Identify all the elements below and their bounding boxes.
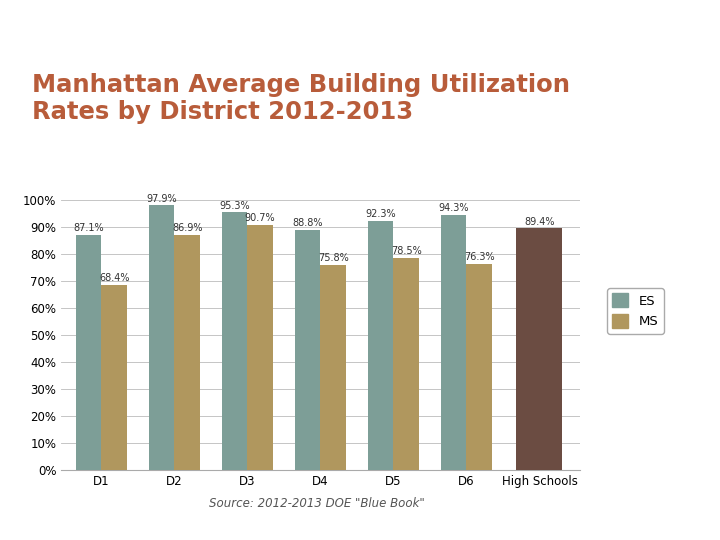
Bar (149, 205, 174, 470)
Text: 87.1%: 87.1% (73, 222, 104, 233)
Text: Manhattan Average Building Utilization: Manhattan Average Building Utilization (32, 73, 570, 97)
Bar (174, 235, 200, 470)
Legend: ES, MS: ES, MS (607, 288, 664, 334)
Bar (295, 230, 320, 470)
Text: 68.4%: 68.4% (99, 273, 130, 283)
Text: 94.3%: 94.3% (438, 203, 469, 213)
Bar (467, 264, 492, 470)
Text: 78.5%: 78.5% (391, 246, 422, 256)
Text: 88.8%: 88.8% (292, 218, 323, 228)
Text: 89.4%: 89.4% (524, 217, 554, 226)
Text: 97.9%: 97.9% (146, 193, 177, 204)
Bar (222, 212, 248, 470)
Text: 92.3%: 92.3% (365, 208, 396, 219)
Bar (393, 258, 419, 470)
Text: 75.8%: 75.8% (318, 253, 348, 263)
Bar (248, 225, 273, 470)
Text: 76.3%: 76.3% (464, 252, 495, 262)
Text: Rates by District 2012-2013: Rates by District 2012-2013 (32, 100, 413, 124)
Text: 86.9%: 86.9% (172, 223, 202, 233)
Bar (320, 265, 346, 470)
Bar (368, 220, 393, 470)
Text: Source: 2012-2013 DOE "Blue Book": Source: 2012-2013 DOE "Blue Book" (209, 497, 425, 510)
Bar (76, 234, 102, 470)
Bar (441, 215, 467, 470)
Bar (516, 228, 562, 470)
Text: 90.7%: 90.7% (245, 213, 276, 223)
Text: 95.3%: 95.3% (220, 200, 250, 211)
Bar (102, 285, 127, 470)
